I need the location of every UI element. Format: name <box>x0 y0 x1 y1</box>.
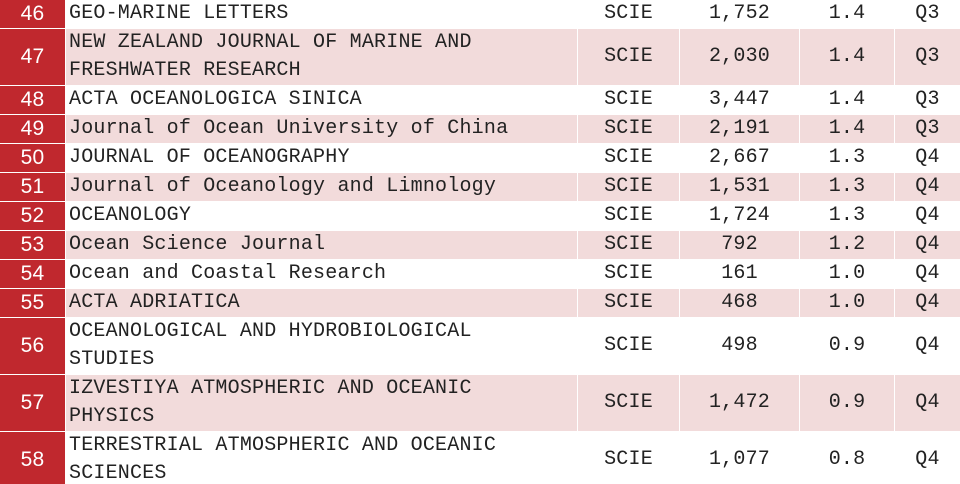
quartile: Q4 <box>915 146 940 169</box>
citations: 3,447 <box>680 86 800 114</box>
journal-name: TERRESTRIAL ATMOSPHERIC AND OCEANIC SCIE… <box>66 432 578 484</box>
table-row: 57 IZVESTIYA ATMOSPHERIC AND OCEANIC PHYS… <box>0 375 960 432</box>
impact-factor: 0.8 <box>800 432 895 484</box>
citations: 1,472 <box>680 375 800 431</box>
table-row: 46 GEO-MARINE LETTERS SCIE 1,752 1.4 Q3 <box>0 0 960 29</box>
rank: 48 <box>0 86 66 114</box>
citations: 161 <box>680 260 800 288</box>
impact-factor: 0.9 <box>800 318 895 374</box>
table-row: 49 Journal of Ocean University of China SC… <box>0 115 960 144</box>
rank: 47 <box>0 29 66 85</box>
quartile: Q3 <box>915 88 940 111</box>
table-row: 48 ACTA OCEANOLOGICA SINICA SCIE 3,447 1.4 Q3 <box>0 86 960 115</box>
table-row: 58 TERRESTRIAL ATMOSPHERIC AND OCEANIC SC… <box>0 432 960 484</box>
journal-name: IZVESTIYA ATMOSPHERIC AND OCEANIC PHYSIC… <box>66 375 578 431</box>
rank: 56 <box>0 318 66 374</box>
rank: 52 <box>0 202 66 230</box>
index: SCIE <box>578 144 680 172</box>
journal-name: Ocean and Coastal Research <box>66 260 578 288</box>
table-row: 47 NEW ZEALAND JOURNAL OF MARINE AND FRES… <box>0 29 960 86</box>
journal-name: OCEANOLOGY <box>66 202 578 230</box>
quartile: Q3 <box>915 2 940 25</box>
impact-factor: 1.0 <box>800 289 895 317</box>
impact-factor: 1.3 <box>800 202 895 230</box>
citations: 2,667 <box>680 144 800 172</box>
journal-name: ACTA ADRIATICA <box>66 289 578 317</box>
quartile: Q4 <box>915 262 940 285</box>
rank: 57 <box>0 375 66 431</box>
impact-factor: 0.9 <box>800 375 895 431</box>
citations: 1,077 <box>680 432 800 484</box>
table-row: 51 Journal of Oceanology and Limnology SCI… <box>0 173 960 202</box>
impact-factor: 1.4 <box>800 86 895 114</box>
quartile: Q4 <box>915 334 940 357</box>
quartile: Q4 <box>915 448 940 471</box>
index: SCIE <box>578 375 680 431</box>
citations: 1,724 <box>680 202 800 230</box>
impact-factor: 1.4 <box>800 29 895 85</box>
rank: 50 <box>0 144 66 172</box>
journal-name: Journal of Ocean University of China <box>66 115 578 143</box>
quartile: Q3 <box>915 45 940 68</box>
index: SCIE <box>578 115 680 143</box>
impact-factor: 1.3 <box>800 144 895 172</box>
table-row: 54 Ocean and Coastal Research SCIE 161 1.0 Q4 <box>0 260 960 289</box>
index: SCIE <box>578 86 680 114</box>
rank: 53 <box>0 231 66 259</box>
rank: 55 <box>0 289 66 317</box>
index: SCIE <box>578 0 680 28</box>
table-row: 53 Ocean Science Journal SCIE 792 1.2 Q4 <box>0 231 960 260</box>
quartile: Q4 <box>915 233 940 256</box>
quartile: Q3 <box>915 117 940 140</box>
index: SCIE <box>578 289 680 317</box>
index: SCIE <box>578 173 680 201</box>
citations: 498 <box>680 318 800 374</box>
index: SCIE <box>578 29 680 85</box>
citations: 468 <box>680 289 800 317</box>
journal-name: ACTA OCEANOLOGICA SINICA <box>66 86 578 114</box>
rank: 58 <box>0 432 66 484</box>
table-row: 55 ACTA ADRIATICA SCIE 468 1.0 Q4 <box>0 289 960 318</box>
quartile: Q4 <box>915 391 940 414</box>
table-row: 50 JOURNAL OF OCEANOGRAPHY SCIE 2,667 1.3 Q4 <box>0 144 960 173</box>
citations: 1,531 <box>680 173 800 201</box>
journal-name: GEO-MARINE LETTERS <box>66 0 578 28</box>
impact-factor: 1.4 <box>800 115 895 143</box>
rank: 54 <box>0 260 66 288</box>
table-row: 52 OCEANOLOGY SCIE 1,724 1.3 Q4 <box>0 202 960 231</box>
citations: 792 <box>680 231 800 259</box>
citations: 2,030 <box>680 29 800 85</box>
impact-factor: 1.2 <box>800 231 895 259</box>
index: SCIE <box>578 432 680 484</box>
index: SCIE <box>578 318 680 374</box>
impact-factor: 1.3 <box>800 173 895 201</box>
quartile: Q4 <box>915 291 940 314</box>
table-row: 56 OCEANOLOGICAL AND HYDROBIOLOGICAL STUD… <box>0 318 960 375</box>
index: SCIE <box>578 202 680 230</box>
index: SCIE <box>578 260 680 288</box>
journal-name: JOURNAL OF OCEANOGRAPHY <box>66 144 578 172</box>
rank: 46 <box>0 0 66 28</box>
rank: 49 <box>0 115 66 143</box>
impact-factor: 1.4 <box>800 0 895 28</box>
index: SCIE <box>578 231 680 259</box>
journal-name: Ocean Science Journal <box>66 231 578 259</box>
quartile: Q4 <box>915 204 940 227</box>
impact-factor: 1.0 <box>800 260 895 288</box>
citations: 2,191 <box>680 115 800 143</box>
journal-name: Journal of Oceanology and Limnology <box>66 173 578 201</box>
journal-name: OCEANOLOGICAL AND HYDROBIOLOGICAL STUDIE… <box>66 318 578 374</box>
quartile: Q4 <box>915 175 940 198</box>
citations: 1,752 <box>680 0 800 28</box>
journal-name: NEW ZEALAND JOURNAL OF MARINE AND FRESHW… <box>66 29 578 85</box>
rank: 51 <box>0 173 66 201</box>
